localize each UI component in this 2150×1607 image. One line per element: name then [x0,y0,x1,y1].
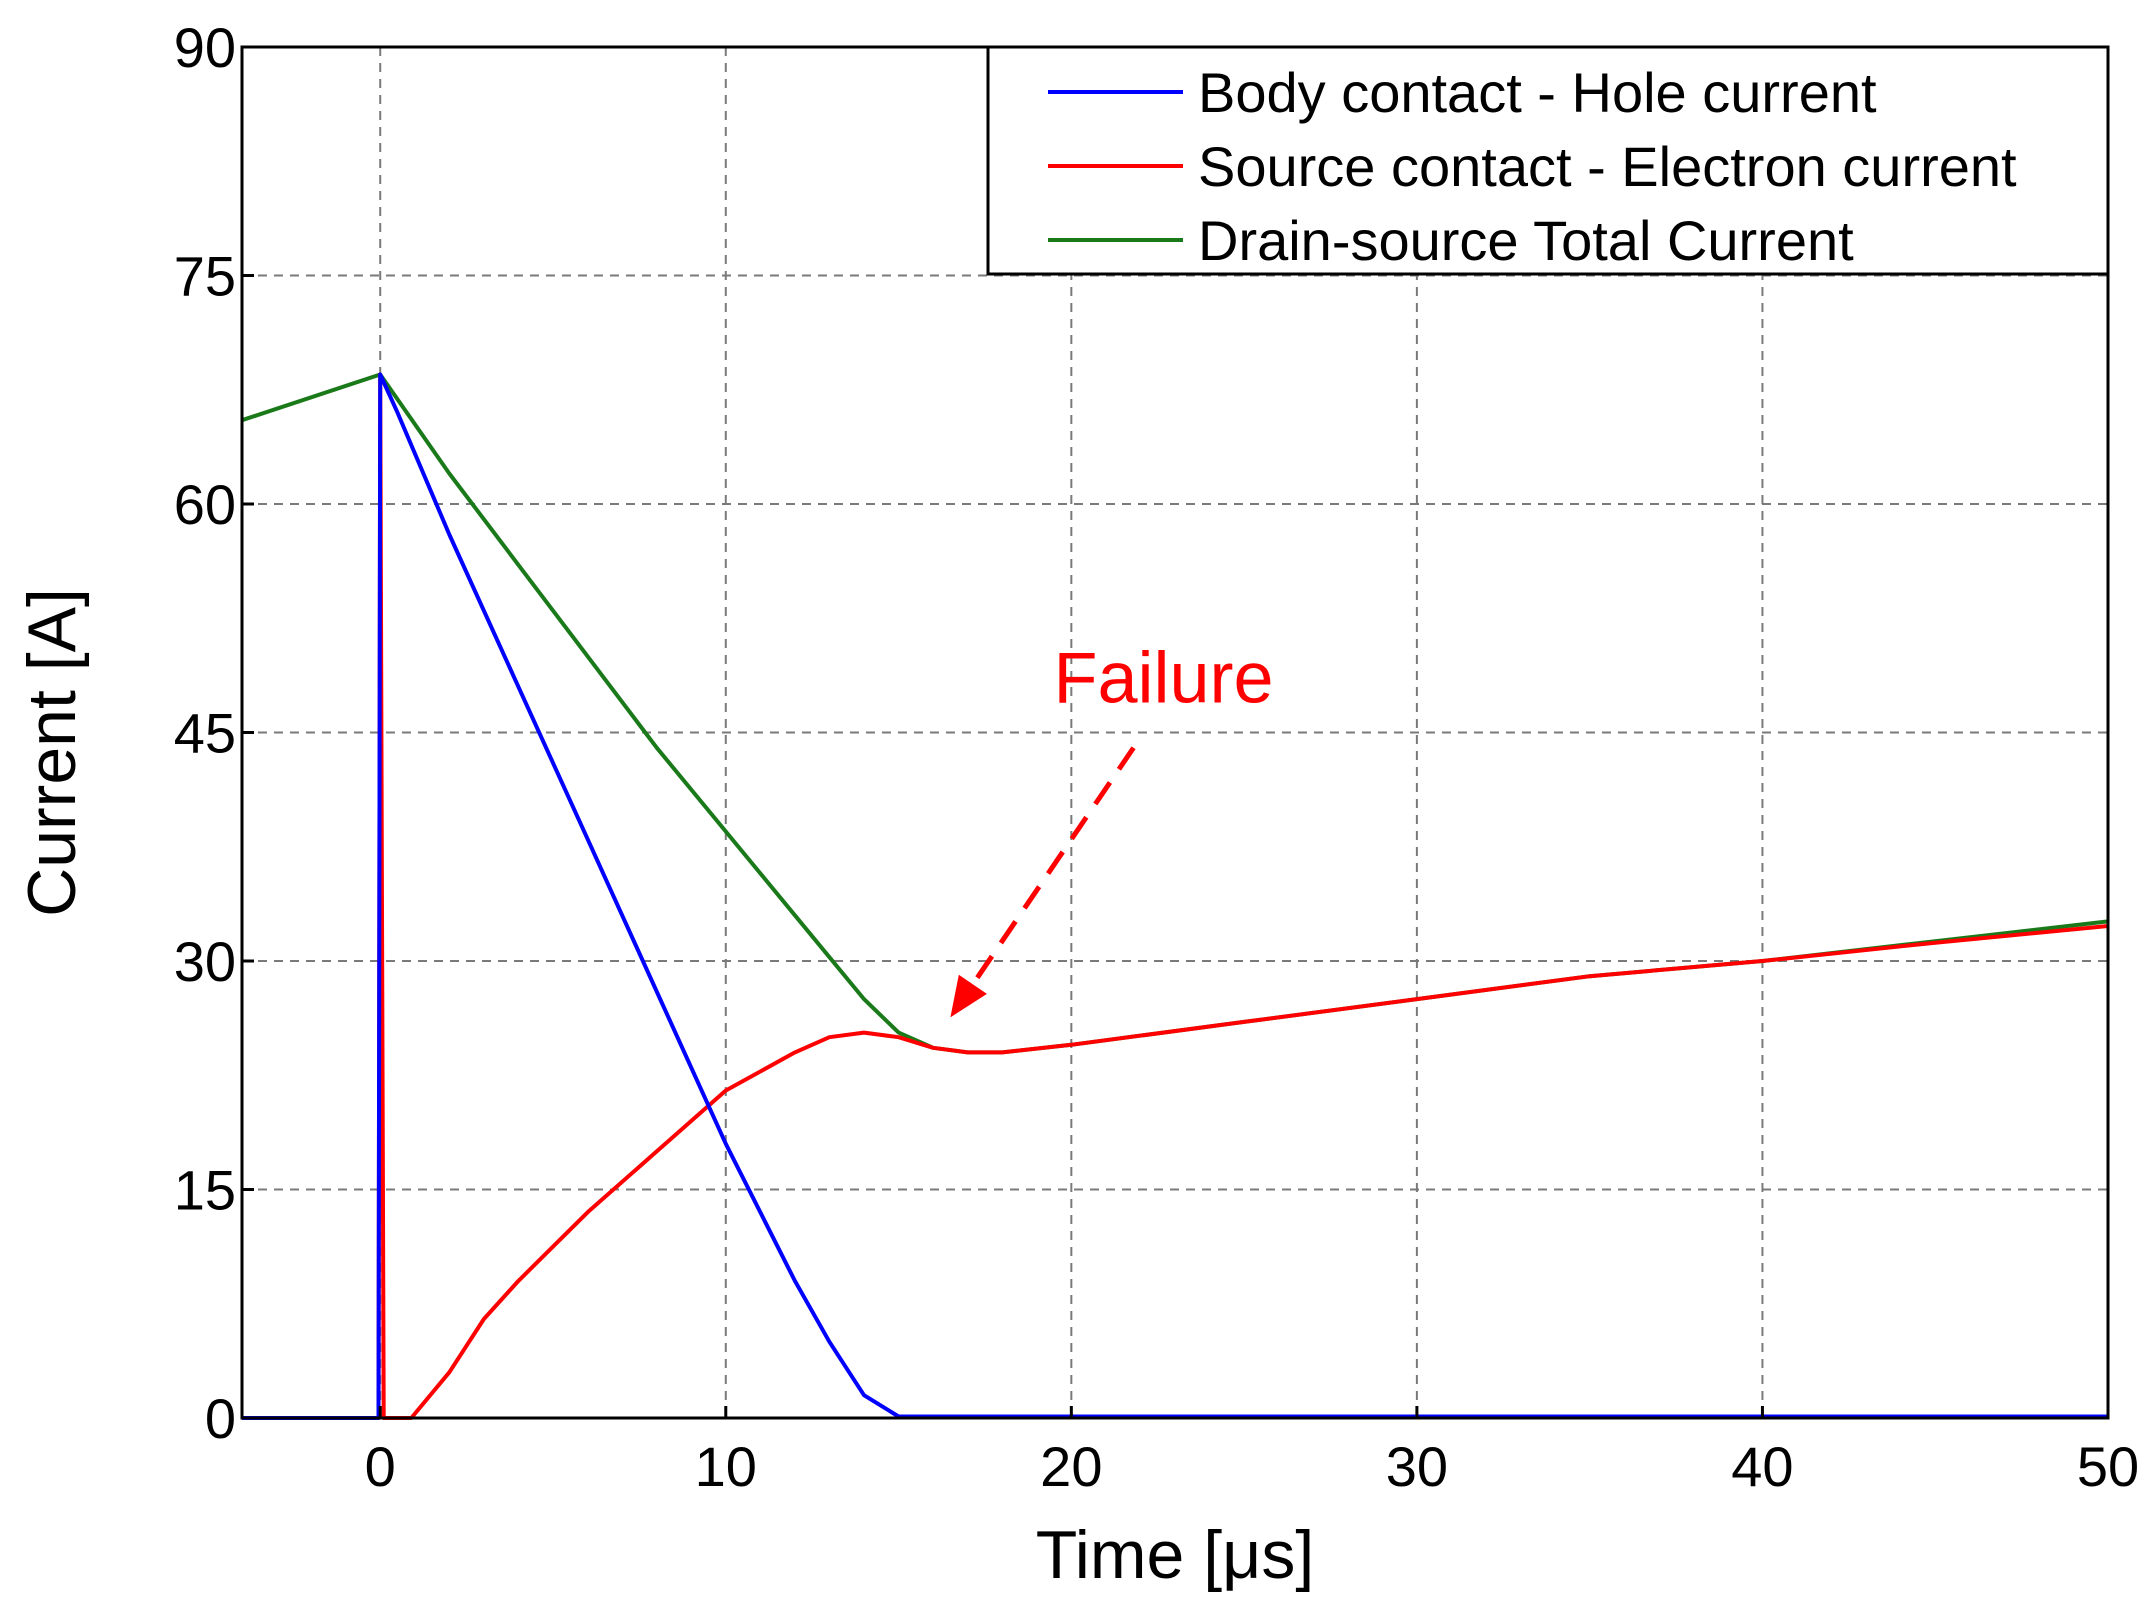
y-tick-label: 0 [205,1387,236,1450]
x-tick-label: 10 [695,1435,757,1498]
y-tick-label: 75 [174,245,236,308]
y-axis-title: Current [A] [14,588,90,917]
failure-arrowhead [950,974,987,1018]
legend-label-drain-source: Drain-source Total Current [1198,209,1854,272]
y-tick-label: 90 [174,16,236,79]
y-tick-label: 45 [174,702,236,765]
x-tick-label: 30 [1386,1435,1448,1498]
failure-label: Failure [1053,639,1273,719]
x-tick-label: 20 [1040,1435,1102,1498]
y-tick-label: 15 [174,1159,236,1222]
legend-label-source-contact: Source contact - Electron current [1198,135,2017,198]
y-tick-label: 30 [174,930,236,993]
axis-ticks: 0 10 20 30 40 50 0 15 30 45 60 75 90 [174,16,2139,1498]
series-line-body-contact [242,372,2108,1420]
x-tick-label: 40 [1731,1435,1793,1498]
y-tick-label: 60 [174,473,236,536]
x-tick-label: 0 [365,1435,396,1498]
legend: Body contact - Hole current Source conta… [986,45,2110,276]
failure-arrow [970,746,1136,986]
x-tick-label: 50 [2077,1435,2139,1498]
x-axis-title: Time [μs] [1036,1517,1314,1593]
legend-box [986,45,2110,276]
failure-annotation: Failure [950,639,1274,1018]
legend-label-body-contact: Body contact - Hole current [1198,61,1877,124]
